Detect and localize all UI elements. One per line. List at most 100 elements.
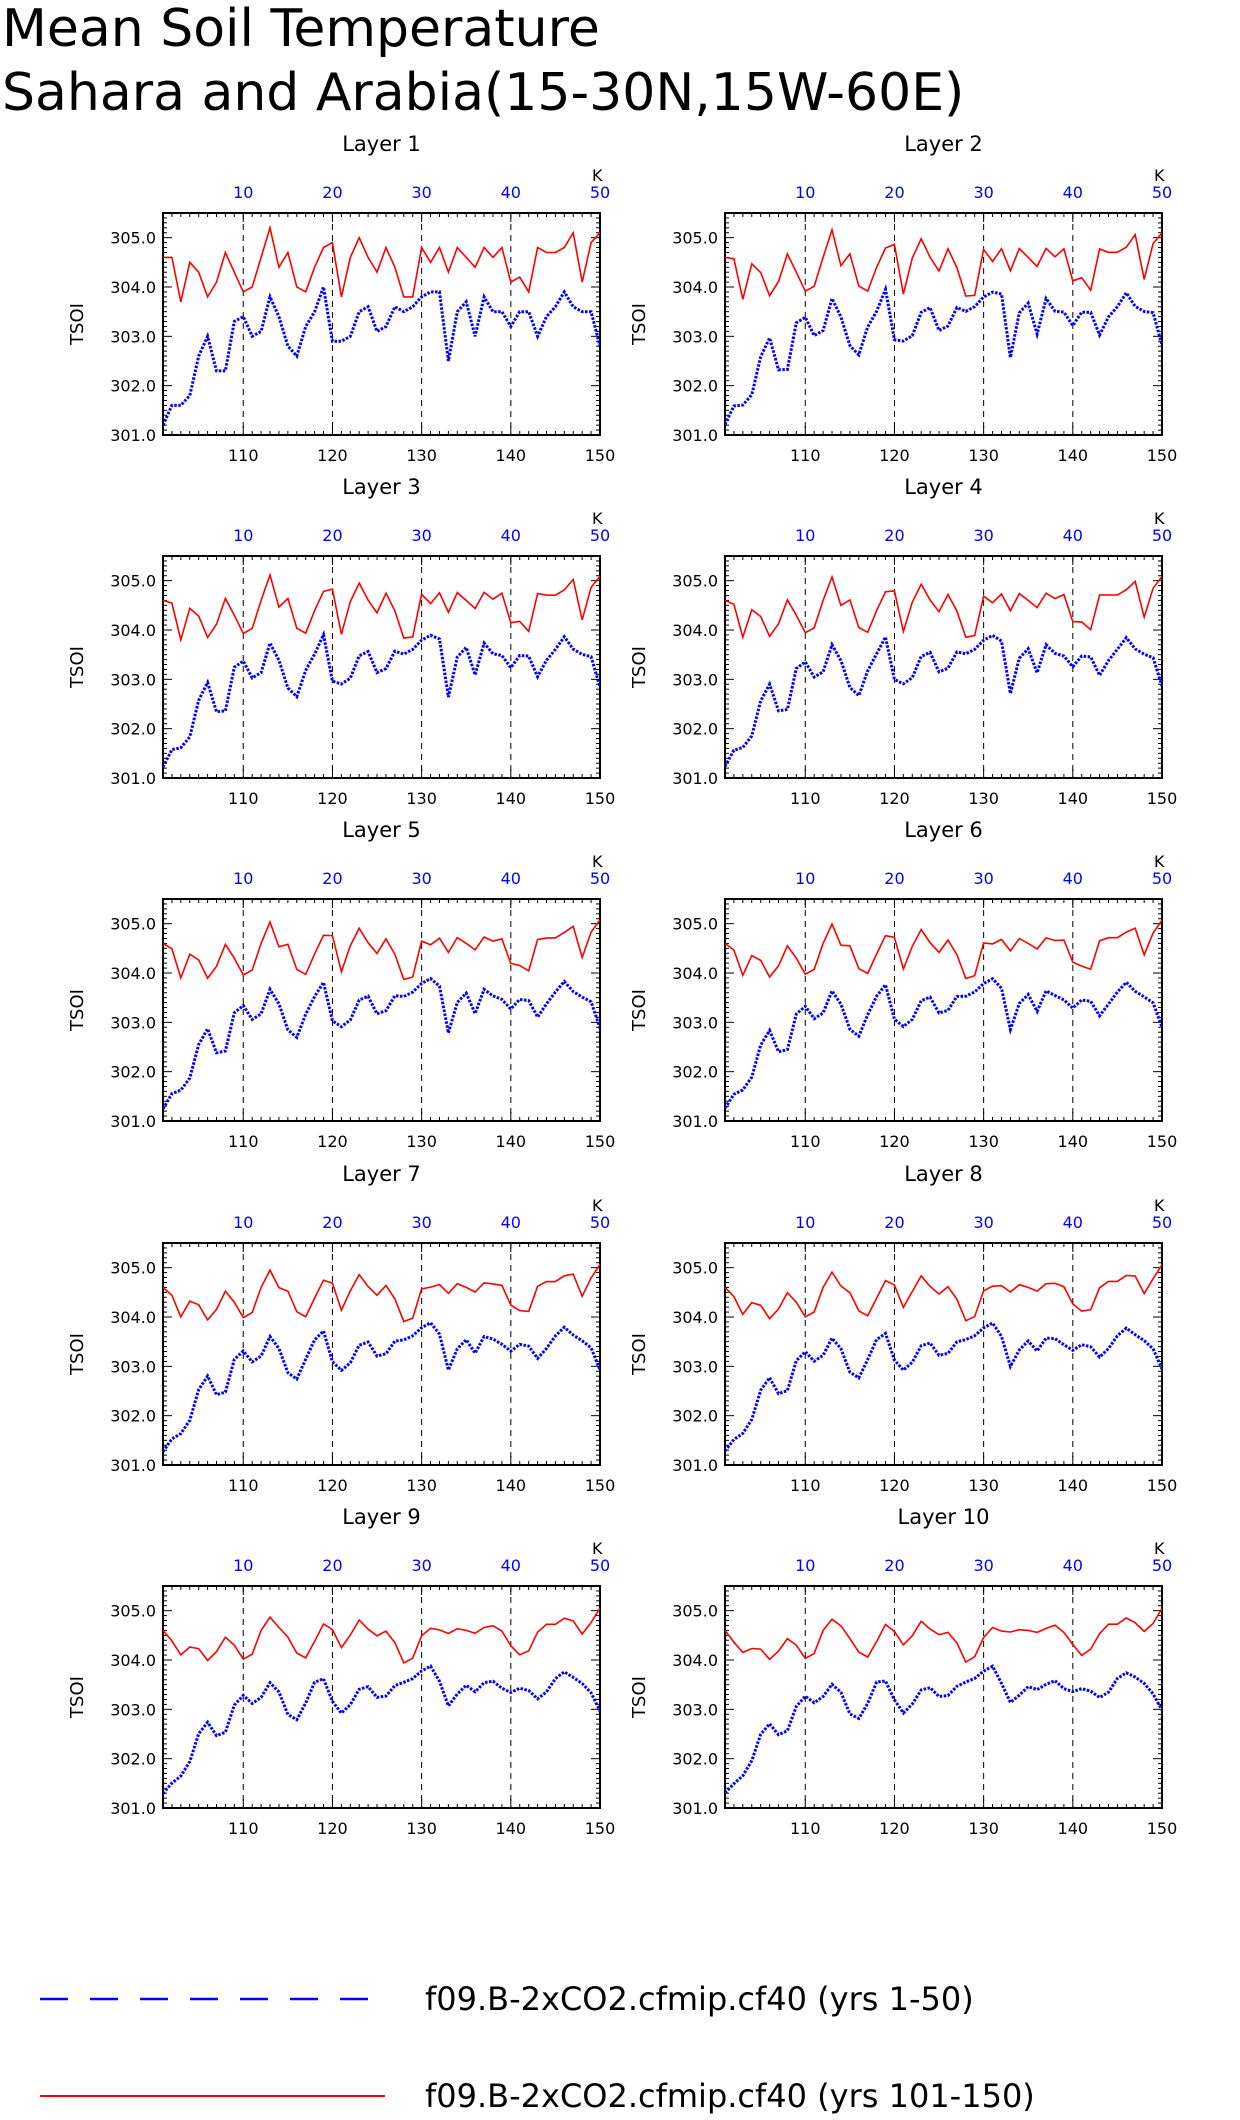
- top-tick-label: 40: [501, 1556, 521, 1575]
- top-tick-label: 40: [501, 1213, 521, 1232]
- y-axis-label: TSOI: [67, 989, 88, 1032]
- x-tick-label: 130: [968, 1819, 999, 1838]
- y-axis-label: TSOI: [67, 303, 88, 346]
- x-tick-label: 150: [1147, 789, 1178, 808]
- top-tick-label: 40: [501, 526, 521, 545]
- y-tick-label: 305.0: [110, 1602, 156, 1621]
- top-tick-label: 20: [884, 869, 904, 888]
- top-axis-label: K: [1154, 166, 1165, 185]
- x-tick-label: 140: [1058, 1476, 1089, 1495]
- x-tick-label: 140: [496, 1819, 527, 1838]
- x-tick-label: 130: [406, 789, 437, 808]
- x-tick-label: 120: [317, 446, 348, 465]
- y-tick-label: 303.0: [672, 670, 718, 689]
- series-line-2: [725, 1607, 1162, 1664]
- series-line-2: [725, 226, 1162, 300]
- x-tick-label: 140: [1058, 1819, 1089, 1838]
- top-tick-label: 50: [590, 183, 610, 202]
- top-tick-label: 30: [973, 526, 993, 545]
- plot-frame: [724, 212, 1163, 436]
- y-tick-label: 301.0: [110, 426, 156, 445]
- y-tick-label: 305.0: [672, 1259, 718, 1278]
- y-tick-label: 303.0: [110, 327, 156, 346]
- x-tick-label: 130: [406, 446, 437, 465]
- series-line-1: [725, 283, 1162, 426]
- y-tick-label: 305.0: [672, 572, 718, 591]
- y-tick-label: 303.0: [672, 327, 718, 346]
- x-tick-label: 140: [1058, 446, 1089, 465]
- chart-title-line-1: Mean Soil Temperature: [2, 0, 600, 59]
- series-line-2: [163, 1264, 600, 1323]
- series-line-2: [163, 572, 600, 643]
- top-axis-label: K: [1154, 1539, 1165, 1558]
- y-axis-label: TSOI: [629, 303, 650, 346]
- x-tick-label: 120: [879, 1132, 910, 1151]
- panel-layer-3: Layer 3 110 120 130 140 150 10 20 30 40 50K 301.0 30…: [67, 475, 615, 808]
- top-tick-label: 10: [795, 526, 815, 545]
- x-tick-label: 110: [228, 789, 259, 808]
- top-tick-label: 40: [1063, 1556, 1083, 1575]
- top-tick-label: 40: [1063, 183, 1083, 202]
- series-line-1: [725, 976, 1162, 1110]
- x-tick-label: 110: [790, 789, 821, 808]
- top-tick-label: 20: [322, 526, 342, 545]
- series-line-2: [725, 1264, 1162, 1322]
- y-tick-label: 302.0: [110, 1063, 156, 1082]
- panel-layer-9: Layer 9 110 120 130 140 150 10 20 30 40 50K 301.0 30…: [67, 1505, 615, 1838]
- top-axis-label: K: [592, 1196, 603, 1215]
- panel-title: Layer 10: [898, 1505, 990, 1529]
- top-tick-label: 50: [1152, 1213, 1172, 1232]
- x-tick-label: 120: [317, 1476, 348, 1495]
- top-tick-label: 10: [233, 1556, 253, 1575]
- x-tick-label: 150: [585, 1476, 616, 1495]
- y-tick-label: 303.0: [672, 1700, 718, 1719]
- panel-title: Layer 2: [904, 132, 983, 156]
- x-tick-label: 110: [228, 1476, 259, 1495]
- series-line-1: [725, 1321, 1162, 1452]
- panel-title: Layer 3: [342, 475, 421, 499]
- top-axis-label: K: [1154, 852, 1165, 871]
- top-tick-label: 20: [884, 183, 904, 202]
- plot-frame: [724, 1585, 1163, 1809]
- y-tick-label: 305.0: [110, 229, 156, 248]
- y-tick-label: 302.0: [672, 1750, 718, 1769]
- x-tick-label: 150: [585, 789, 616, 808]
- x-tick-label: 150: [585, 1819, 616, 1838]
- series-line-1: [725, 1664, 1162, 1794]
- y-tick-label: 304.0: [110, 621, 156, 640]
- series-line-1: [163, 281, 600, 426]
- top-tick-label: 50: [1152, 526, 1172, 545]
- panel-layer-2: Layer 2 110 120 130 140 150 10 20 30 40 50K 301.0 30…: [629, 132, 1177, 465]
- top-tick-label: 40: [1063, 869, 1083, 888]
- panel-title: Layer 9: [342, 1505, 421, 1529]
- top-tick-label: 30: [973, 1213, 993, 1232]
- y-tick-label: 305.0: [672, 1602, 718, 1621]
- plot-frame: [724, 898, 1163, 1122]
- y-tick-label: 305.0: [110, 915, 156, 934]
- y-axis-label: TSOI: [629, 1676, 650, 1719]
- y-tick-label: 304.0: [672, 964, 718, 983]
- y-tick-label: 301.0: [672, 1112, 718, 1131]
- x-tick-label: 120: [317, 1132, 348, 1151]
- top-tick-label: 10: [795, 1213, 815, 1232]
- y-tick-label: 303.0: [672, 1357, 718, 1376]
- top-axis-label: K: [1154, 1196, 1165, 1215]
- x-tick-label: 130: [968, 1476, 999, 1495]
- y-axis-label: TSOI: [67, 646, 88, 689]
- top-tick-label: 30: [411, 1556, 431, 1575]
- series-line-2: [163, 224, 600, 302]
- y-tick-label: 301.0: [110, 1799, 156, 1818]
- panel-layer-10: Layer 10 110 120 130 140 150 10 20 30 40 50K 301.0 3…: [629, 1505, 1177, 1838]
- legend-label-series-2: f09.B-2xCO2.cfmip.cf40 (yrs 101-150): [425, 2077, 1035, 2115]
- x-tick-label: 110: [790, 446, 821, 465]
- x-tick-label: 120: [317, 789, 348, 808]
- series-line-1: [163, 1664, 600, 1795]
- y-tick-label: 303.0: [672, 1013, 718, 1032]
- series-line-2: [725, 574, 1162, 641]
- x-tick-label: 110: [228, 1819, 259, 1838]
- series-line-1: [725, 632, 1162, 768]
- x-tick-label: 150: [1147, 1476, 1178, 1495]
- y-tick-label: 302.0: [672, 1407, 718, 1426]
